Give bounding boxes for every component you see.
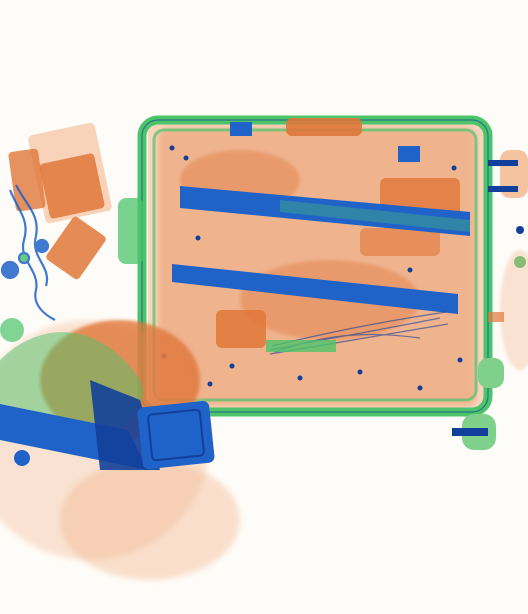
suitcase (118, 115, 493, 417)
soft-bag (0, 318, 240, 580)
suitcase-wheels (452, 150, 528, 450)
small-packages (8, 122, 112, 280)
chain-object (0, 184, 56, 321)
edge-object (488, 250, 528, 370)
